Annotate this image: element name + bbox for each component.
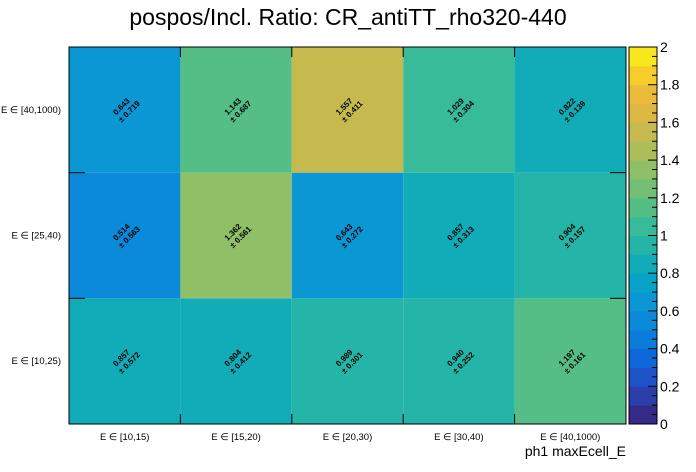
heatmap-cell bbox=[69, 298, 181, 424]
colorbar-band bbox=[629, 47, 657, 67]
heatmap-cell bbox=[69, 47, 181, 173]
colorbar-tick-label: 1 bbox=[660, 228, 668, 244]
colorbar-band bbox=[629, 367, 657, 387]
x-tick-label: E ∈ [10,15) bbox=[100, 432, 149, 443]
heatmap-cell bbox=[403, 298, 515, 424]
colorbar-tick-label: 0.4 bbox=[660, 341, 680, 357]
x-tick-label: E ∈ [40,1000) bbox=[540, 432, 600, 443]
heatmap-cell bbox=[291, 47, 404, 173]
heatmap-cell bbox=[403, 47, 515, 173]
heatmap-cell bbox=[291, 172, 404, 299]
colorbar-band bbox=[629, 65, 657, 86]
heatmap-cell bbox=[514, 47, 626, 173]
colorbar-band bbox=[629, 273, 657, 293]
heatmap-cells bbox=[69, 47, 626, 424]
x-tick-label: E ∈ [30,40) bbox=[434, 432, 483, 443]
y-tick-label: E ∈ [40,1000) bbox=[1, 105, 61, 116]
colorbar-tick-label: 0.2 bbox=[660, 378, 680, 394]
colorbar-tick-label: 0 bbox=[660, 416, 668, 432]
y-tick-labels: E ∈ [10,25) E ∈ [25,40) E ∈ [40,1000) bbox=[1, 105, 626, 367]
heatmap-cell bbox=[180, 47, 292, 173]
colorbar-band bbox=[629, 329, 657, 350]
x-axis-title: ph1 maxEcell_E bbox=[525, 443, 626, 459]
heatmap-cell bbox=[180, 298, 292, 424]
heatmap-cell bbox=[180, 172, 292, 299]
colorbar-band bbox=[629, 178, 657, 199]
colorbar-band bbox=[629, 405, 657, 425]
colorbar-band bbox=[629, 310, 657, 331]
x-tick-labels: E ∈ [10,15) E ∈ [15,20) E ∈ [20,30) E ∈ [30… bbox=[100, 47, 600, 443]
colorbar-band bbox=[629, 386, 657, 406]
colorbar-band bbox=[629, 348, 657, 368]
colorbar-band bbox=[629, 235, 657, 255]
heatmap-cell bbox=[514, 298, 626, 424]
colorbar-tick-label: 1.2 bbox=[660, 190, 680, 206]
plot-frame bbox=[68, 46, 627, 425]
colorbar-tick-label: 0.8 bbox=[660, 265, 680, 281]
y-tick-label: E ∈ [25,40) bbox=[12, 231, 61, 242]
colorbar-tick-label: 0.6 bbox=[660, 303, 680, 319]
colorbar-band bbox=[629, 141, 657, 161]
y-tick-label: E ∈ [10,25) bbox=[12, 356, 61, 367]
heatmap-cell bbox=[291, 298, 404, 424]
colorbar-band bbox=[629, 103, 657, 123]
colorbar-tick-label: 2 bbox=[660, 39, 668, 55]
colorbar-band bbox=[629, 254, 657, 274]
colorbar-band bbox=[629, 160, 657, 180]
colorbar-labels: 0 0.2 0.4 0.6 0.8 1 1.2 1.4 1.6 1.8 2 bbox=[660, 39, 680, 432]
colorbar-tick-label: 1.6 bbox=[660, 114, 680, 130]
colorbar-band bbox=[629, 292, 657, 312]
colorbar bbox=[628, 46, 658, 425]
heatmap-cell bbox=[514, 172, 626, 299]
colorbar-band bbox=[629, 197, 657, 218]
colorbar-band bbox=[629, 216, 657, 236]
heatmap-cell bbox=[69, 172, 181, 299]
colorbar-band bbox=[629, 84, 657, 105]
colorbar-tick-label: 1.4 bbox=[660, 152, 680, 168]
chart-title: pospos/Incl. Ratio: CR_antiTT_rho320-440 bbox=[129, 4, 566, 30]
colorbar-tick-label: 1.8 bbox=[660, 77, 680, 93]
x-tick-label: E ∈ [20,30) bbox=[323, 432, 372, 443]
x-tick-label: E ∈ [15,20) bbox=[211, 432, 260, 443]
heatmap-cell bbox=[403, 172, 515, 299]
colorbar-band bbox=[629, 122, 657, 142]
